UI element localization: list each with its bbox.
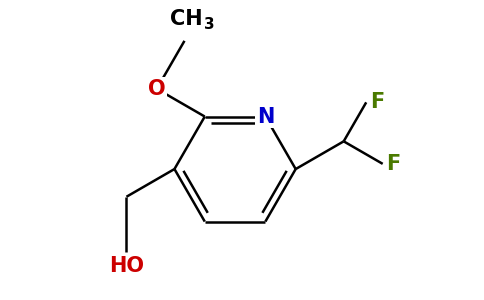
Text: O: O	[148, 79, 166, 99]
Text: CH: CH	[170, 9, 202, 29]
Text: 3: 3	[204, 17, 215, 32]
Text: F: F	[386, 154, 400, 174]
Text: N: N	[257, 106, 274, 127]
Text: HO: HO	[109, 256, 144, 276]
Text: F: F	[370, 92, 384, 112]
